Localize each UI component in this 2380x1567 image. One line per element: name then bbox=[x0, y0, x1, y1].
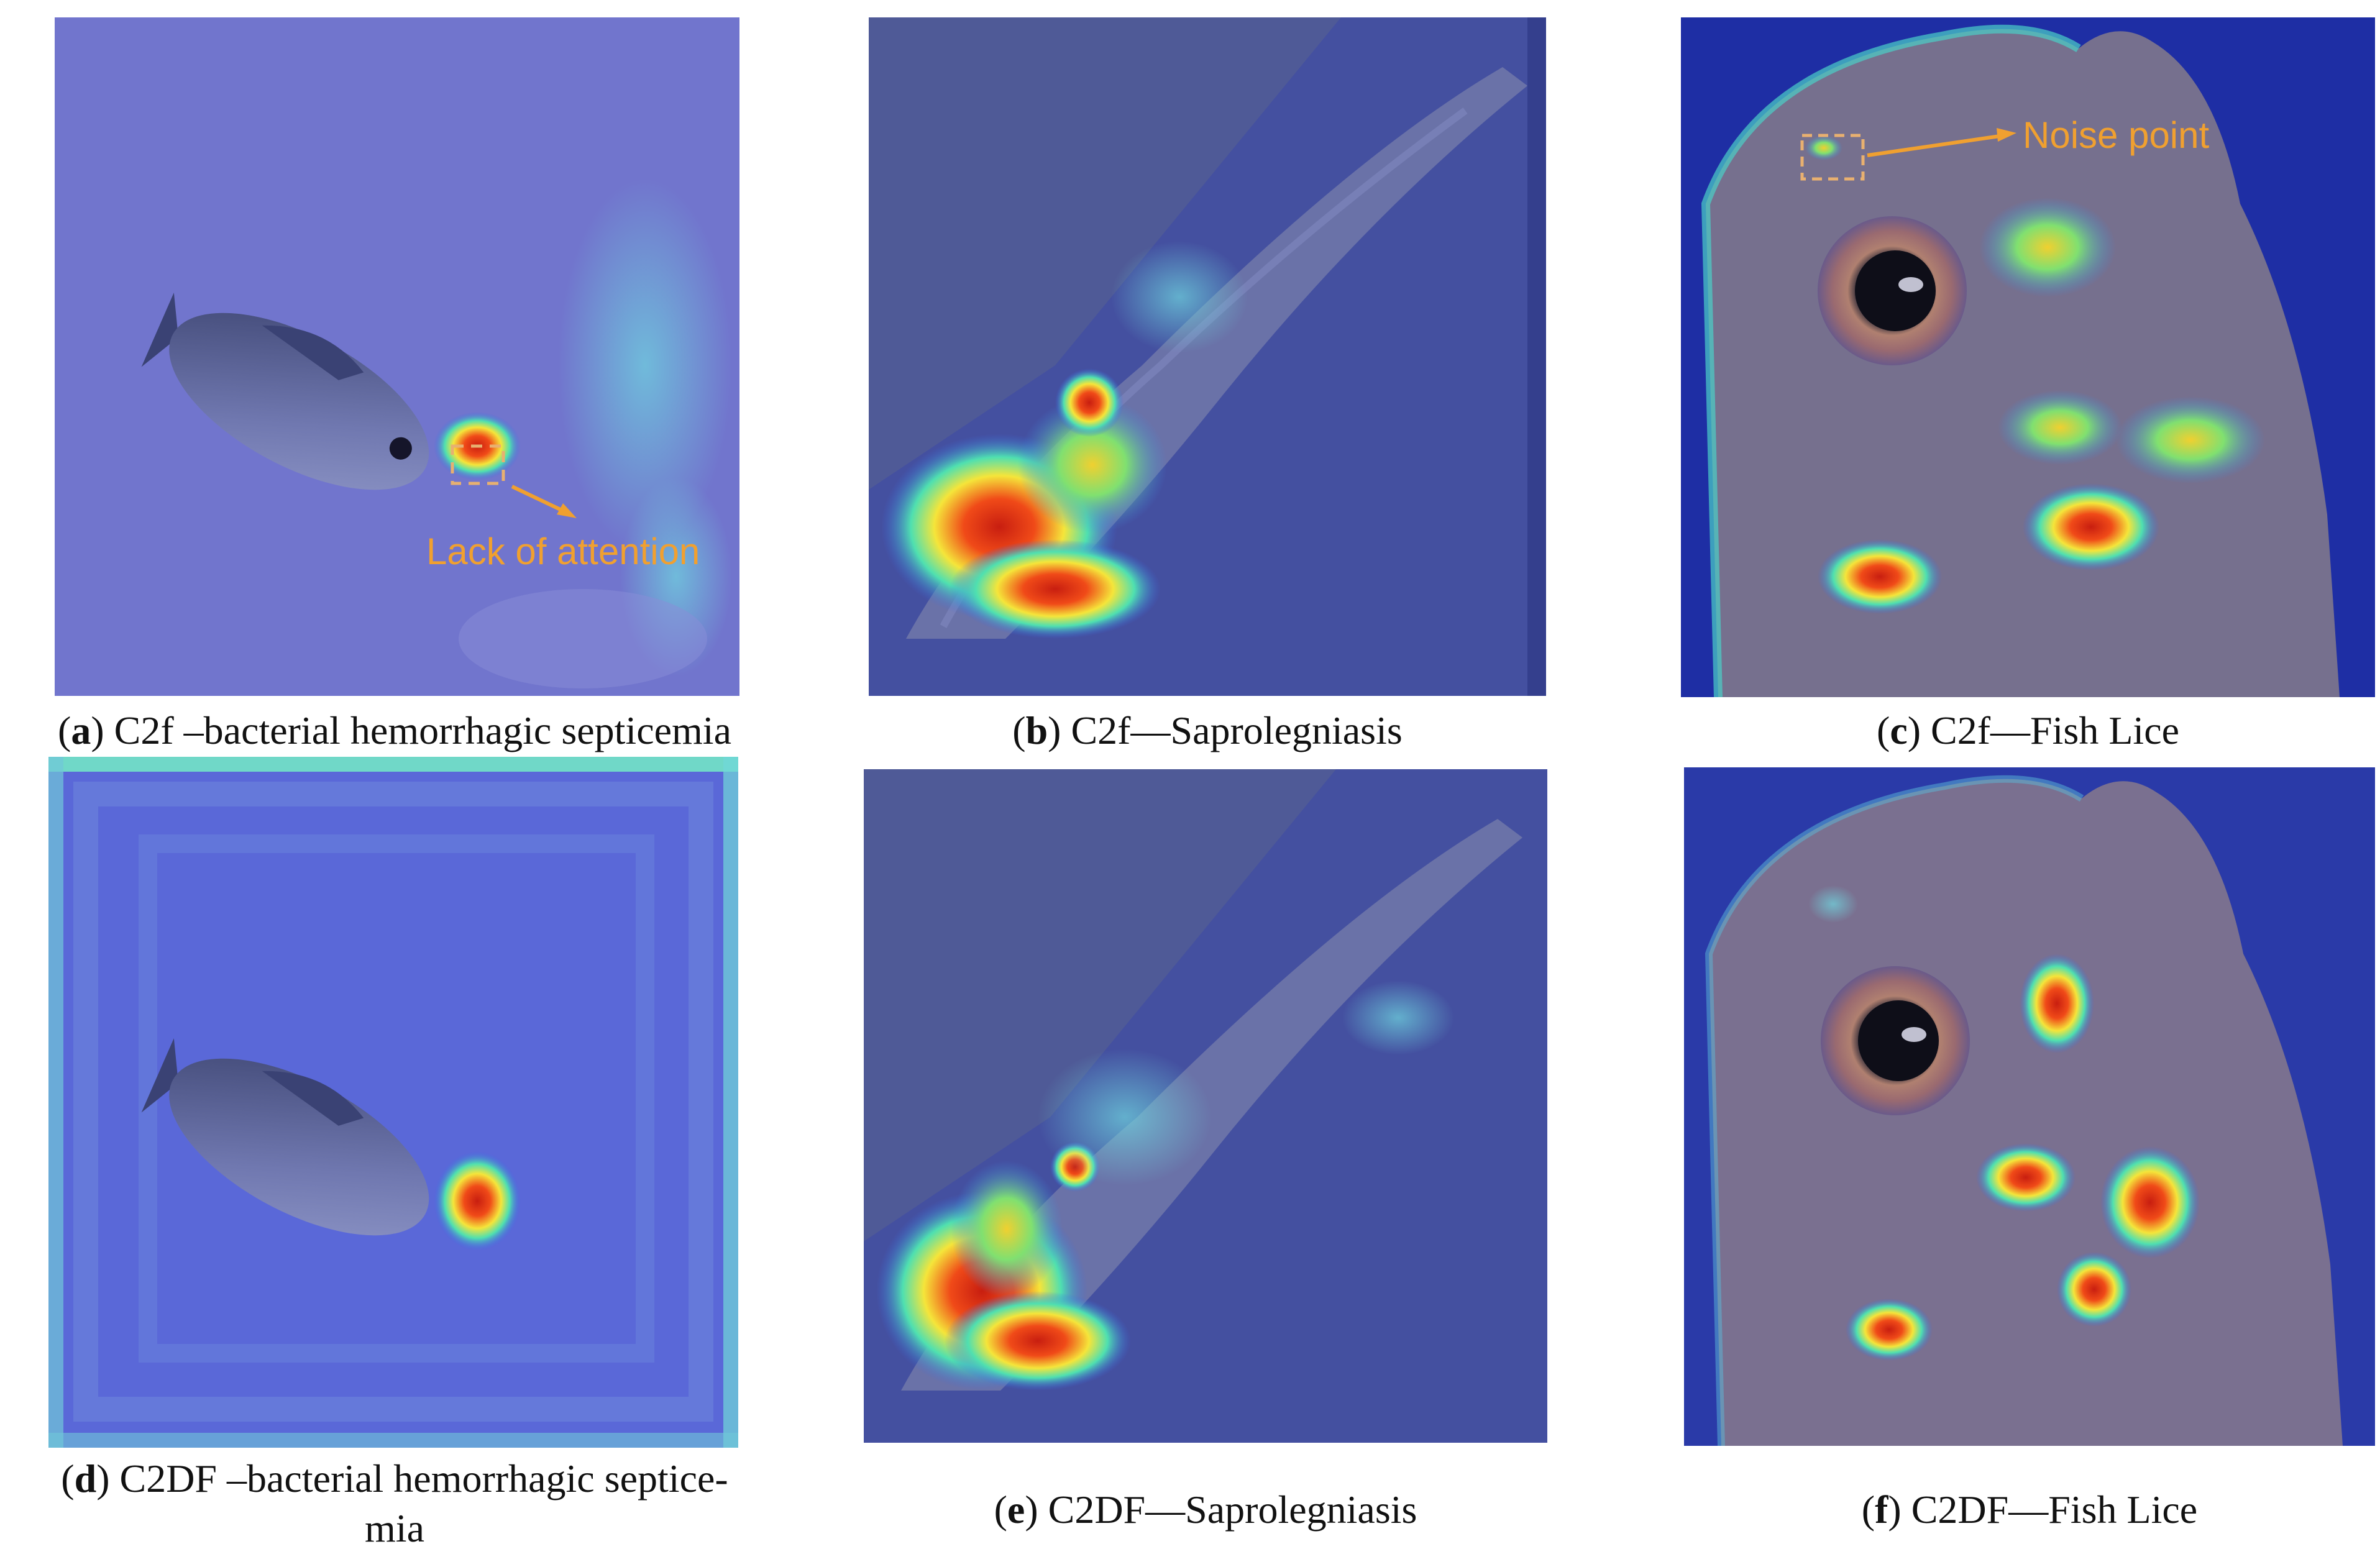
heatmap-panel-b bbox=[869, 17, 1546, 696]
caption-e: (e) C2DF—Saprolegniasis bbox=[994, 1487, 1417, 1532]
caption-letter-f: f bbox=[1875, 1487, 1888, 1532]
caption-text-d-line1: C2DF –bacterial hemorrhagic septice- bbox=[119, 1456, 728, 1501]
heatmap-panel-c: Noise point bbox=[1681, 17, 2375, 697]
heatmap-panel-f bbox=[1684, 767, 2375, 1446]
caption-letter-a: a bbox=[71, 708, 91, 752]
caption-text-b: C2f—Saprolegniasis bbox=[1071, 708, 1403, 752]
caption-text-f: C2DF—Fish Lice bbox=[1911, 1487, 2198, 1532]
caption-text-d-line2: mia bbox=[365, 1506, 424, 1550]
caption-text-e: C2DF—Saprolegniasis bbox=[1048, 1487, 1417, 1532]
caption-f: (f) C2DF—Fish Lice bbox=[1861, 1487, 2198, 1532]
caption-letter-c: c bbox=[1890, 708, 1908, 752]
heatmap-panel-d bbox=[48, 757, 738, 1448]
caption-letter-b: b bbox=[1025, 708, 1048, 752]
annotation-lack-of-attention: Lack of attention bbox=[426, 531, 700, 572]
caption-letter-d: d bbox=[74, 1456, 97, 1501]
caption-a: (a) C2f –bacterial hemorrhagic septicemi… bbox=[58, 708, 731, 752]
caption-text-a: C2f –bacterial hemorrhagic septicemia bbox=[114, 708, 731, 752]
fish-shape bbox=[141, 292, 429, 490]
caption-text-c: C2f—Fish Lice bbox=[1931, 708, 2179, 752]
caption-d: (d) C2DF –bacterial hemorrhagic septice-… bbox=[61, 1456, 728, 1550]
heatmap-panel-e bbox=[864, 769, 1547, 1443]
heatmap-panel-a: Lack of attention bbox=[55, 17, 739, 696]
caption-letter-e: e bbox=[1007, 1487, 1025, 1532]
caption-b: (b) C2f—Saprolegniasis bbox=[1012, 708, 1403, 752]
annotation-noise-point: Noise point bbox=[2023, 114, 2210, 156]
caption-c: (c) C2f—Fish Lice bbox=[1877, 708, 2179, 752]
